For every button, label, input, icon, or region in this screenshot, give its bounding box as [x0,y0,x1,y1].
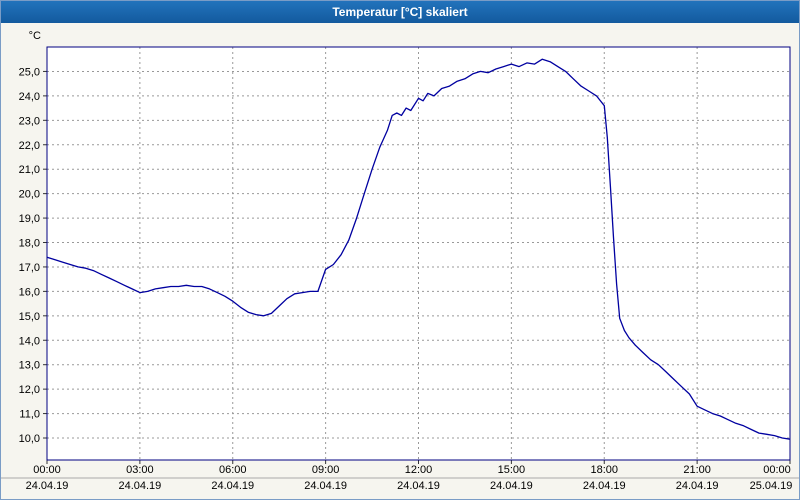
x-tick-time-label: 15:00 [498,464,526,476]
x-tick-date-label: 24.04.19 [304,480,347,492]
x-tick-date-label: 24.04.19 [211,480,254,492]
y-tick-label: 23,0 [19,115,40,127]
x-tick-date-label: 24.04.19 [397,480,440,492]
y-tick-label: 11,0 [19,409,40,421]
y-tick-label: 20,0 [19,189,40,201]
y-tick-label: 12,0 [19,384,40,396]
y-tick-label: 19,0 [19,213,40,225]
y-tick-label: 14,0 [19,335,40,347]
x-tick-time-label: 21:00 [683,464,711,476]
chart-title-bar: Temperatur [°C] skaliert [1,1,799,23]
x-tick-date-label: 24.04.19 [676,480,719,492]
x-tick-date-label: 24.04.19 [490,480,533,492]
chart-title: Temperatur [°C] skaliert [332,5,468,19]
temperature-line-chart: 10,0 11,0 12,0 13,0 14,0 15,0 16,0 17,0 18,0 19,0… [1,30,799,492]
x-tick-date-label: 24.04.19 [583,480,626,492]
temperature-series-line [46,58,791,440]
x-tick-time-label: 18:00 [590,464,618,476]
y-tick-label: 16,0 [19,286,40,298]
x-tick-time-label: 06:00 [219,464,247,476]
x-tick-date-label: 24.04.19 [26,480,69,492]
y-axis-unit-label: °C [29,30,41,42]
x-tick-time-label: 00:00 [763,464,791,476]
x-tick-date-label: 24.04.19 [118,480,161,492]
y-tick-label: 15,0 [19,311,40,323]
y-tick-label: 13,0 [19,360,40,372]
y-tick-label: 25,0 [19,66,40,78]
x-tick-time-label: 00:00 [33,464,61,476]
y-tick-label: 24,0 [19,91,40,103]
chart-panel: 10,0 11,0 12,0 13,0 14,0 15,0 16,0 17,0 18,0 19,0… [1,23,799,499]
y-tick-label: 10,0 [19,433,40,445]
x-tick-date-label: 25.04.19 [750,480,793,492]
x-tick-time-label: 09:00 [312,464,340,476]
x-tick-time-label: 03:00 [126,464,154,476]
y-tick-label: 18,0 [19,238,40,250]
y-tick-label: 22,0 [19,140,40,152]
y-tick-label: 21,0 [19,164,40,176]
y-tick-label: 17,0 [19,262,40,274]
x-tick-time-label: 12:00 [405,464,433,476]
